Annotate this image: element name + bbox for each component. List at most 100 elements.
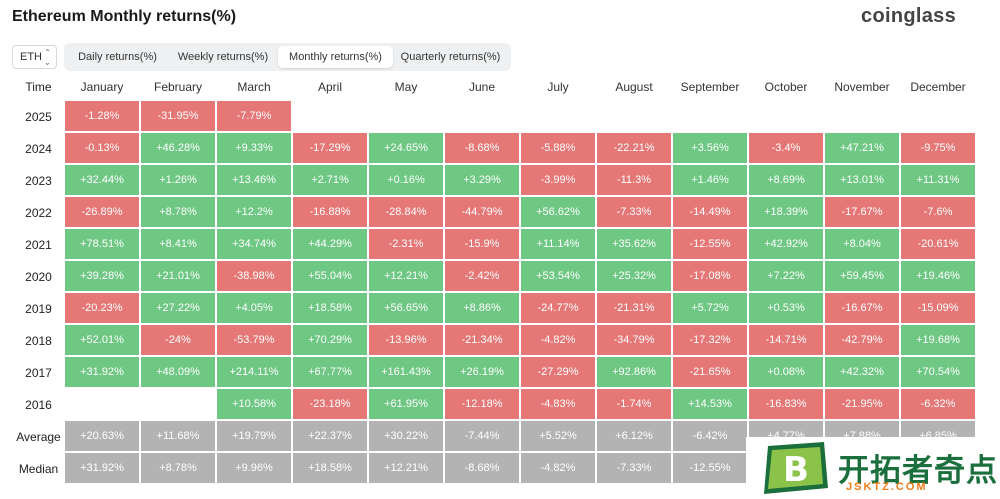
empty-cell bbox=[749, 101, 823, 133]
return-cell: +19.68% bbox=[901, 325, 975, 357]
brand-logo: coinglass bbox=[861, 5, 956, 27]
monthly-returns-table: Time January February March April May June Jul… bbox=[12, 72, 977, 485]
return-cell: +0.16% bbox=[369, 165, 443, 197]
return-cell: +18.58% bbox=[293, 293, 367, 325]
return-cell: +19.46% bbox=[901, 261, 975, 293]
row-label: 2021 bbox=[25, 238, 52, 252]
return-cell: +9.33% bbox=[217, 133, 291, 165]
return-cell: -1.74% bbox=[597, 389, 671, 421]
return-cell: -3.4% bbox=[749, 133, 823, 165]
row-label: 2016 bbox=[25, 398, 52, 412]
tab-weekly-returns[interactable]: Weekly returns(%) bbox=[177, 51, 269, 63]
tab-quarterly-returns[interactable]: Quarterly returns(%) bbox=[400, 51, 501, 63]
return-cell: -20.23% bbox=[65, 293, 139, 325]
return-cell: -7.79% bbox=[217, 101, 291, 133]
return-cell: +47.21% bbox=[825, 133, 899, 165]
return-cell: -7.33% bbox=[597, 197, 671, 229]
return-cell: +31.92% bbox=[65, 453, 139, 485]
return-cell: -27.29% bbox=[521, 357, 595, 389]
empty-cell bbox=[65, 389, 139, 421]
return-cell: -16.67% bbox=[825, 293, 899, 325]
return-cell: +59.45% bbox=[825, 261, 899, 293]
month-header-october: October bbox=[764, 79, 808, 94]
return-cell: -6.32% bbox=[901, 389, 975, 421]
empty-cell bbox=[673, 101, 747, 133]
return-cell: -2.42% bbox=[445, 261, 519, 293]
tab-daily-returns[interactable]: Daily returns(%) bbox=[78, 51, 157, 63]
return-cell: +4.05% bbox=[217, 293, 291, 325]
return-cell: -23.18% bbox=[293, 389, 367, 421]
return-cell: +2.71% bbox=[293, 165, 367, 197]
row-label: 2017 bbox=[25, 366, 52, 380]
return-cell: -4.82% bbox=[521, 453, 595, 485]
return-cell: +5.52% bbox=[521, 421, 595, 453]
return-cell: +8.04% bbox=[825, 229, 899, 261]
return-cell: -3.99% bbox=[521, 165, 595, 197]
watermark: B 开拓者奇点 JSKTZ.COM bbox=[746, 437, 1000, 499]
return-cell: +31.92% bbox=[65, 357, 139, 389]
return-cell: -17.67% bbox=[825, 197, 899, 229]
return-cell: -12.55% bbox=[673, 453, 747, 485]
month-header-november: November bbox=[834, 79, 890, 94]
return-cell: +9.96% bbox=[217, 453, 291, 485]
return-cell: -21.31% bbox=[597, 293, 671, 325]
return-cell: +39.28% bbox=[65, 261, 139, 293]
return-cell: -21.65% bbox=[673, 357, 747, 389]
return-cell: -14.71% bbox=[749, 325, 823, 357]
return-cell: -28.84% bbox=[369, 197, 443, 229]
asset-select[interactable]: ETH ⌃ ⌃ bbox=[12, 45, 57, 69]
table-row: 2020 +39.28% +21.01% -38.98% +55.04% +12.21% -… bbox=[14, 261, 975, 293]
return-cell: +56.62% bbox=[521, 197, 595, 229]
return-cell: -4.82% bbox=[521, 325, 595, 357]
month-header-january: January bbox=[80, 79, 124, 94]
return-cell: -5.88% bbox=[521, 133, 595, 165]
row-label: 2018 bbox=[25, 334, 52, 348]
return-cell: +0.08% bbox=[749, 357, 823, 389]
row-label: 2024 bbox=[25, 142, 52, 156]
return-cell: +8.86% bbox=[445, 293, 519, 325]
return-cell: -12.18% bbox=[445, 389, 519, 421]
table-row: 2025 -1.28% -31.95% -7.79% bbox=[14, 101, 975, 133]
row-label: 2025 bbox=[25, 110, 52, 124]
return-cell: +19.79% bbox=[217, 421, 291, 453]
time-column-header: Time bbox=[25, 79, 52, 94]
month-header-june: June bbox=[468, 79, 496, 94]
tab-monthly-returns[interactable]: Monthly returns(%) bbox=[278, 46, 393, 68]
return-cell: -0.13% bbox=[65, 133, 139, 165]
return-cell: +30.22% bbox=[369, 421, 443, 453]
return-cell: +12.21% bbox=[369, 453, 443, 485]
page-title: Ethereum Monthly returns(%) bbox=[12, 8, 237, 25]
return-cell: -11.3% bbox=[597, 165, 671, 197]
month-header-december: December bbox=[910, 79, 966, 94]
watermark-logo-icon: B bbox=[764, 442, 828, 494]
month-header-march: March bbox=[237, 79, 271, 94]
month-header-may: May bbox=[394, 79, 418, 94]
empty-cell bbox=[369, 101, 443, 133]
table-row: 2023 +32.44% +1.26% +13.46% +2.71% +0.16% +3.2… bbox=[14, 165, 975, 197]
return-cell: +70.54% bbox=[901, 357, 975, 389]
return-cell: -34.79% bbox=[597, 325, 671, 357]
return-cell: -16.83% bbox=[749, 389, 823, 421]
return-cell: -7.6% bbox=[901, 197, 975, 229]
empty-cell bbox=[445, 101, 519, 133]
return-cell: +35.62% bbox=[597, 229, 671, 261]
return-cell: -2.31% bbox=[369, 229, 443, 261]
row-label: 2022 bbox=[25, 206, 52, 220]
return-cell: +20.63% bbox=[65, 421, 139, 453]
return-cell: -31.95% bbox=[141, 101, 215, 133]
return-cell: +0.53% bbox=[749, 293, 823, 325]
month-header-august: August bbox=[615, 79, 653, 94]
month-header-july: July bbox=[547, 79, 569, 94]
return-cell: +42.32% bbox=[825, 357, 899, 389]
return-cell: -16.88% bbox=[293, 197, 367, 229]
month-header-february: February bbox=[153, 79, 203, 94]
return-cell: +1.46% bbox=[673, 165, 747, 197]
return-cell: +161.43% bbox=[369, 357, 443, 389]
return-cell: +34.74% bbox=[217, 229, 291, 261]
return-cell: +3.29% bbox=[445, 165, 519, 197]
empty-cell bbox=[597, 101, 671, 133]
return-cell: +7.22% bbox=[749, 261, 823, 293]
return-cell: +92.86% bbox=[597, 357, 671, 389]
row-label: 2020 bbox=[25, 270, 52, 284]
asset-select-value: ETH bbox=[20, 51, 42, 63]
